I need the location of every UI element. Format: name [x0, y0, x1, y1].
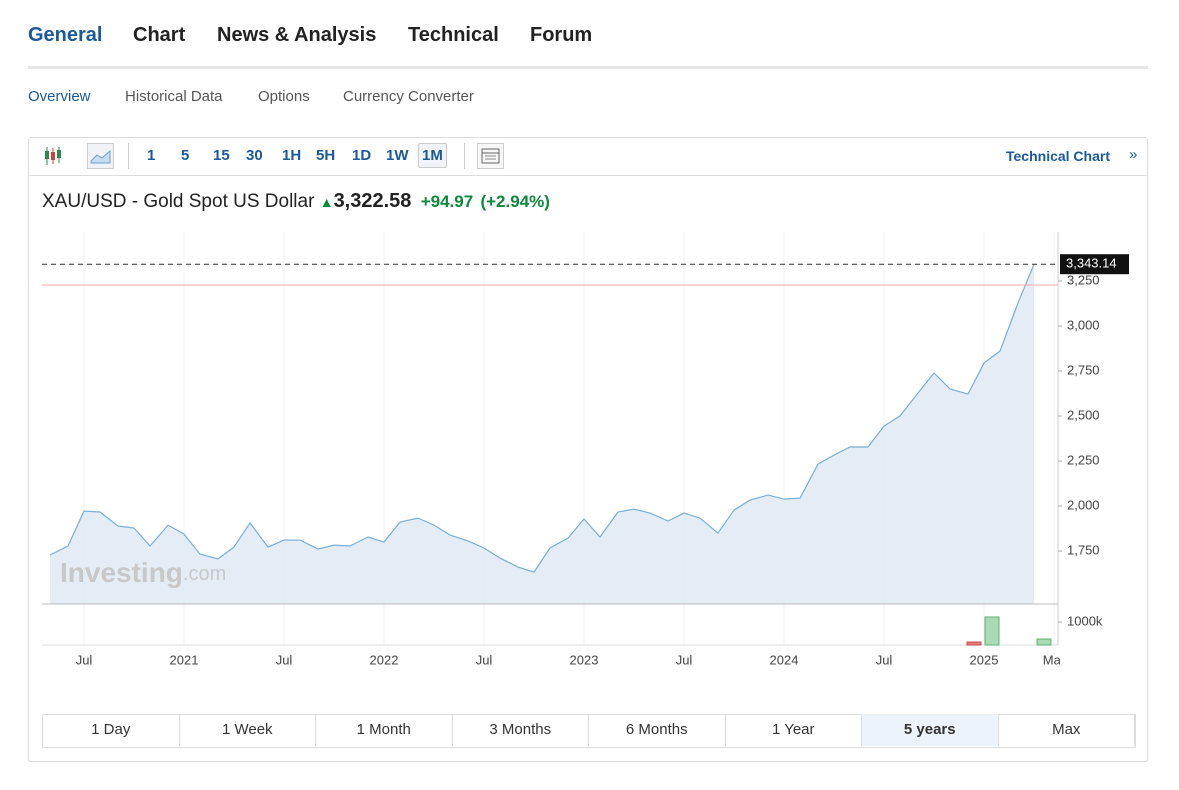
subtab[interactable]: Historical Data [125, 88, 223, 105]
up-arrow: ▲ [319, 194, 334, 210]
interval-button[interactable]: 1H [282, 147, 302, 164]
y2-tick-label: 1000k [1067, 613, 1103, 628]
x-tick-label: Jul [476, 652, 493, 667]
interval-button[interactable]: 1 [147, 147, 156, 164]
volume-bar [966, 641, 982, 646]
y-tick-label: 2,000 [1067, 497, 1100, 512]
last-price-badge [1060, 254, 1129, 275]
x-tick-label: 2023 [570, 652, 599, 667]
tab[interactable]: News & Analysis [217, 24, 377, 46]
x-tick-label: Jul [276, 652, 293, 667]
range-button[interactable]: 6 Months [589, 714, 726, 746]
interval-button[interactable]: 1W [386, 147, 409, 164]
y-tick-label: 3,250 [1067, 272, 1100, 287]
range-button[interactable]: 5 years [862, 714, 999, 746]
range-button[interactable]: 3 Months [453, 714, 589, 746]
area-fill [50, 264, 1034, 604]
x-tick-label: 2022 [370, 652, 399, 667]
tab-rule [28, 66, 1148, 69]
watermark-suffix: .com [183, 563, 226, 585]
range-button[interactable]: Max [999, 714, 1135, 746]
x-tick-label: 2024 [770, 652, 799, 667]
interval-button[interactable]: 15 [213, 147, 230, 164]
toolbar-rule [29, 175, 1147, 176]
tab[interactable]: Chart [133, 24, 186, 46]
instrument-title: XAU/USD - Gold Spot US Dollar [42, 191, 315, 212]
candle-icon[interactable] [42, 145, 64, 167]
area-icon[interactable] [87, 143, 114, 169]
watermark: Investing.com [60, 557, 226, 588]
volume-bar [984, 616, 1000, 646]
subtab[interactable]: Options [258, 88, 310, 105]
price: 3,322.58 [333, 190, 412, 212]
interval-button[interactable]: 1D [352, 147, 372, 164]
y-tick-label: 3,000 [1067, 317, 1100, 332]
x-tick-label: Jul [876, 652, 893, 667]
watermark-brand: Investing [60, 557, 183, 588]
last-price-label: 3,343.14 [1066, 256, 1117, 271]
tab[interactable]: General [28, 24, 103, 46]
tab[interactable]: Technical [408, 24, 499, 46]
y-tick-label: 2,250 [1067, 452, 1100, 467]
x-tick-label: 2025 [970, 652, 999, 667]
interval-button[interactable]: 5H [316, 147, 336, 164]
chart-box [28, 137, 1148, 762]
subtab[interactable]: Overview [28, 88, 91, 105]
y-tick-label: 2,750 [1067, 362, 1100, 377]
instrument-header: XAU/USD - Gold Spot US Dollar ▲3,322.58 … [42, 190, 550, 213]
y-tick-label: 1,750 [1067, 543, 1100, 558]
change-percent: (+2.94%) [480, 192, 550, 211]
x-tick-label: 2021 [170, 652, 199, 667]
range-button[interactable]: 1 Week [180, 714, 316, 746]
interval-button[interactable]: 5 [181, 147, 190, 164]
range-button[interactable]: 1 Year [726, 714, 862, 746]
x-tick-label: Jul [676, 652, 693, 667]
divider [128, 143, 129, 169]
x-tick-label: Jul [76, 652, 93, 667]
range-button[interactable]: 1 Month [316, 714, 453, 746]
x-tick-label: Mar [1043, 652, 1066, 667]
volume-bar [1036, 638, 1052, 646]
link-icon: » [1129, 146, 1138, 163]
layout-icon[interactable] [477, 143, 504, 169]
y-tick-label: 2,500 [1067, 407, 1100, 422]
chart: Jul 2021 Jul 2022 Jul 2023 Jul 2024 Jul 2025 Mar 1,… [42, 232, 1129, 667]
range-button[interactable]: 1 Day [43, 714, 180, 746]
price-line [49, 264, 1035, 573]
divider [464, 143, 465, 169]
change: +94.97 [420, 192, 474, 211]
interval-button[interactable]: 1M [418, 143, 447, 168]
subtab[interactable]: Currency Converter [343, 88, 474, 105]
technical-chart-link[interactable]: Technical Chart [1006, 148, 1110, 164]
interval-button[interactable]: 30 [246, 147, 263, 164]
range-frame [42, 714, 1136, 748]
tab[interactable]: Forum [530, 24, 593, 46]
